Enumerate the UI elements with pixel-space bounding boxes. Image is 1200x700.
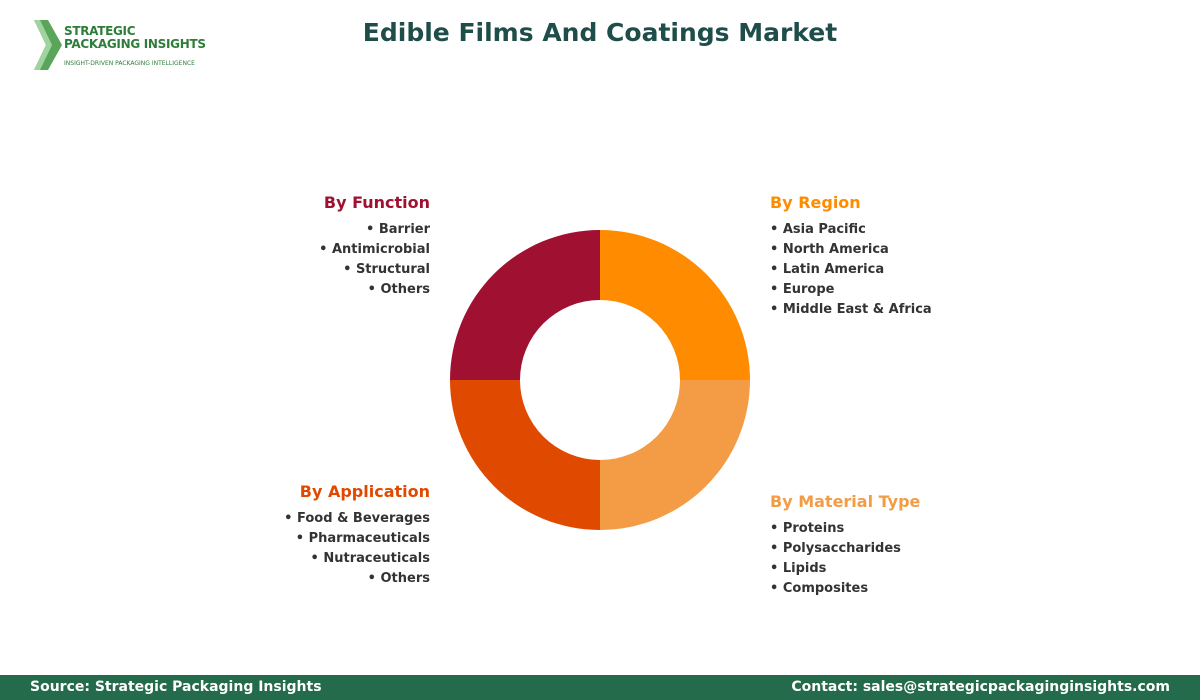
segment-title: By Material Type: [770, 492, 921, 511]
logo-mark-light: [34, 20, 52, 70]
logo-text: STRATEGIC: [64, 24, 136, 38]
segment-item: Polysaccharides: [770, 541, 901, 556]
segment-item: Structural: [343, 262, 430, 277]
segment-item: Barrier: [366, 222, 430, 237]
segment-item: Others: [368, 571, 431, 586]
footer-source: Source: Strategic Packaging Insights: [30, 679, 322, 695]
segment-item: Asia Pacific: [770, 222, 866, 237]
segment-item: Pharmaceuticals: [296, 531, 430, 546]
segment-title: By Region: [770, 193, 861, 212]
footer-bar: [0, 675, 1200, 700]
segment-item: Latin America: [770, 262, 884, 277]
segment-item: Proteins: [770, 521, 844, 536]
segment-item: Antimicrobial: [319, 242, 430, 257]
segment-title: By Function: [323, 193, 430, 212]
segment-item: Others: [368, 282, 431, 297]
logo-text: PACKAGING INSIGHTS: [64, 37, 206, 51]
donut-segment: [600, 230, 750, 380]
segment-item: Middle East & Africa: [770, 302, 932, 317]
segment-item: Lipids: [770, 561, 827, 576]
page-title: Edible Films And Coatings Market: [362, 18, 838, 47]
segment-item: Nutraceuticals: [311, 551, 430, 566]
segment-title: By Application: [299, 482, 430, 501]
segment-item: Composites: [770, 581, 868, 596]
donut-segment: [600, 380, 750, 530]
donut-segment: [450, 230, 600, 380]
segment-item: Europe: [770, 282, 835, 297]
logo-tagline: INSIGHT-DRIVEN PACKAGING INTELLIGENCE: [64, 60, 195, 67]
segment-item: North America: [770, 242, 889, 257]
donut-segment: [450, 380, 600, 530]
footer-contact: Contact: sales@strategicpackaginginsight…: [791, 679, 1170, 695]
segment-item: Food & Beverages: [284, 511, 430, 526]
